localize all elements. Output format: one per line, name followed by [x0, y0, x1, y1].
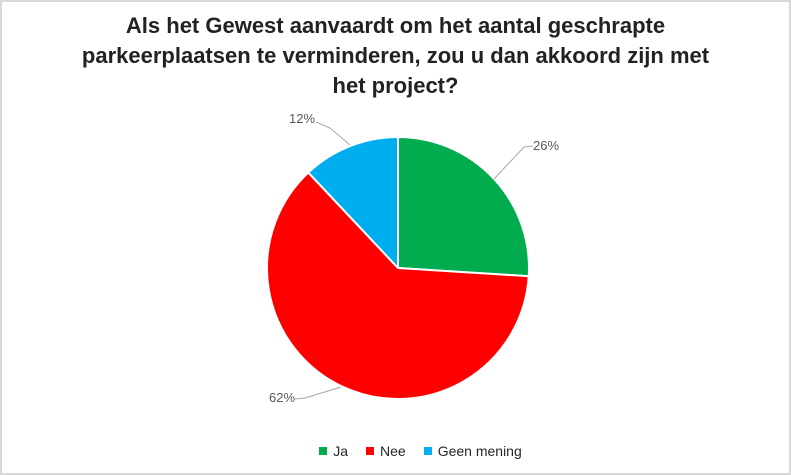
legend-label: Ja [333, 443, 349, 459]
leader-lines [294, 121, 534, 400]
legend-item-nee[interactable]: Nee [366, 443, 406, 459]
data-label-nee: 62% [269, 390, 295, 405]
legend-item-geen-mening[interactable]: Geen mening [423, 443, 522, 459]
chart-title: Als het Gewest aanvaardt om het aantal g… [81, 13, 710, 98]
chart-legend: Ja Nee Geen mening [27, 443, 789, 459]
pie-slices [266, 136, 530, 400]
legend-label: Nee [380, 443, 406, 459]
legend-marker-square-icon [423, 447, 432, 455]
legend-label: Geen mening [437, 443, 522, 459]
pie-slice-ja[interactable] [397, 136, 530, 278]
legend-item-ja[interactable]: Ja [319, 443, 348, 459]
data-label-geen-mening: 12% [289, 111, 315, 126]
data-label-ja: 26% [533, 138, 559, 153]
pie-slice-nee[interactable] [266, 171, 530, 400]
legend-marker-square-icon [319, 447, 328, 455]
leader-line-geen-mening [315, 121, 351, 146]
data-labels: 26% 62% 12% [269, 111, 559, 405]
leader-line-ja [493, 145, 534, 180]
legend-marker-square-icon [366, 447, 375, 455]
pie-slice-geen-mening[interactable] [307, 136, 399, 269]
leader-line-nee [294, 386, 342, 400]
